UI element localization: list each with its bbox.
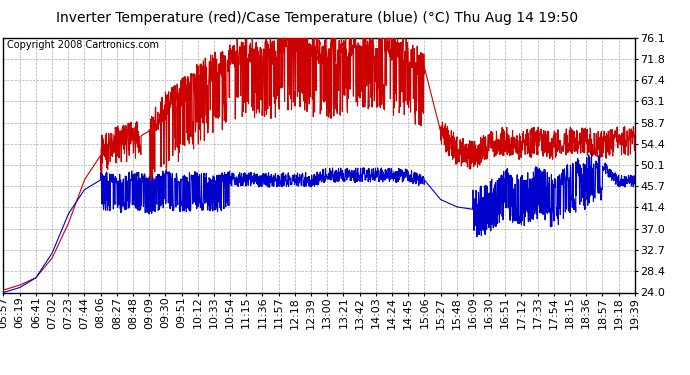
Text: Inverter Temperature (red)/Case Temperature (blue) (°C) Thu Aug 14 19:50: Inverter Temperature (red)/Case Temperat… [57, 11, 578, 25]
Text: Copyright 2008 Cartronics.com: Copyright 2008 Cartronics.com [7, 40, 159, 50]
